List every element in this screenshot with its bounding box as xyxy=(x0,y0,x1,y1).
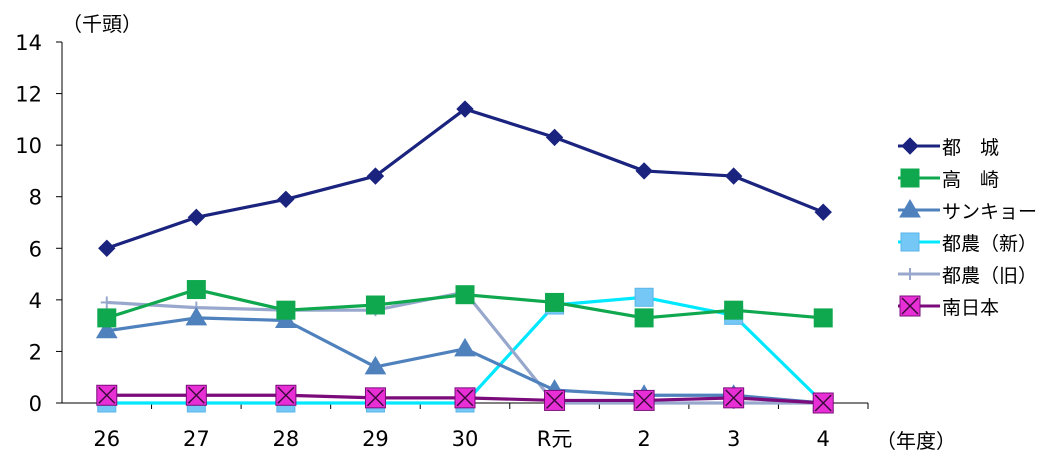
legend-swatch xyxy=(898,232,940,252)
x-tick-label: 4 xyxy=(817,427,830,451)
chart-axes: 0 2 4 6 8 10 12 14 26 27 28 29 30 R元 2 3 4 xyxy=(15,31,869,451)
y-tick-label: 6 xyxy=(29,237,42,261)
data-point xyxy=(812,392,834,414)
series-6 xyxy=(96,384,834,414)
x-tick-label: 3 xyxy=(727,427,740,451)
data-point xyxy=(456,100,474,118)
legend-swatch xyxy=(898,168,940,188)
data-point xyxy=(275,384,297,406)
legend-item: 高 崎 xyxy=(870,162,1037,194)
legend-item: 都農（新） xyxy=(870,226,1037,258)
data-point xyxy=(95,319,118,339)
legend-label: 都農（旧） xyxy=(942,264,1038,287)
data-point xyxy=(545,292,565,312)
x-tick-label: 26 xyxy=(93,427,120,451)
data-point xyxy=(277,190,295,208)
series-line xyxy=(106,107,824,250)
chart-legend: 都 城高 崎サンキョー都農（新） 都農（旧） 南日本 xyxy=(870,130,1037,322)
data-point xyxy=(96,384,118,406)
legend-swatch xyxy=(898,137,940,155)
data-point xyxy=(364,355,387,375)
data-point xyxy=(454,387,476,409)
data-point xyxy=(724,300,744,320)
data-point xyxy=(455,285,475,305)
x-axis-unit-label: （年度） xyxy=(876,429,956,453)
data-point xyxy=(186,280,206,300)
data-point xyxy=(98,239,116,257)
legend-label: 南日本 xyxy=(942,296,1000,319)
x-tick-label: 27 xyxy=(183,427,210,451)
data-point xyxy=(814,203,832,221)
data-point xyxy=(364,387,386,409)
legend-swatch xyxy=(898,199,940,218)
y-tick-label: 2 xyxy=(29,340,42,364)
series-1 xyxy=(98,100,832,257)
legend-label: サンキョー xyxy=(942,200,1038,223)
chart-series xyxy=(95,100,835,414)
y-axis-unit-label: （千頭） xyxy=(62,12,142,36)
data-point xyxy=(544,389,566,411)
data-point xyxy=(454,337,476,357)
data-point xyxy=(724,167,743,185)
data-point xyxy=(97,308,117,328)
y-tick-label: 10 xyxy=(15,134,42,158)
legend-item: サンキョー xyxy=(870,194,1037,226)
x-tick-label: 2 xyxy=(637,427,650,451)
data-point xyxy=(366,167,385,185)
y-tick-label: 14 xyxy=(15,31,42,55)
data-point xyxy=(100,296,113,309)
data-point xyxy=(185,306,208,326)
data-point xyxy=(634,308,654,328)
data-point xyxy=(187,208,206,227)
legend-swatch xyxy=(898,295,940,317)
y-tick-label: 4 xyxy=(29,289,42,313)
series-2 xyxy=(97,280,833,328)
x-tick-label: 29 xyxy=(362,427,389,451)
legend-label: 都農（新） xyxy=(942,232,1038,255)
data-point xyxy=(634,287,654,307)
legend-swatch xyxy=(898,268,940,280)
data-point xyxy=(545,128,564,147)
y-tick-label: 12 xyxy=(15,83,42,107)
legend-item: 都 城 xyxy=(870,130,1037,162)
data-point xyxy=(635,162,653,180)
x-tick-label: R元 xyxy=(537,427,573,451)
data-point xyxy=(633,389,655,411)
data-point xyxy=(365,295,385,315)
data-point xyxy=(276,300,296,320)
legend-label: 高 崎 xyxy=(942,168,1000,191)
data-point xyxy=(723,387,745,409)
y-tick-label: 0 xyxy=(29,392,42,416)
y-tick-label: 8 xyxy=(29,186,42,210)
data-point xyxy=(185,384,207,406)
x-tick-label: 30 xyxy=(452,427,479,451)
data-point xyxy=(813,308,833,328)
x-tick-label: 28 xyxy=(273,427,300,451)
legend-item: 都農（旧） xyxy=(870,258,1037,290)
legend-label: 都 城 xyxy=(942,136,1000,159)
legend-item: 南日本 xyxy=(870,290,1037,322)
